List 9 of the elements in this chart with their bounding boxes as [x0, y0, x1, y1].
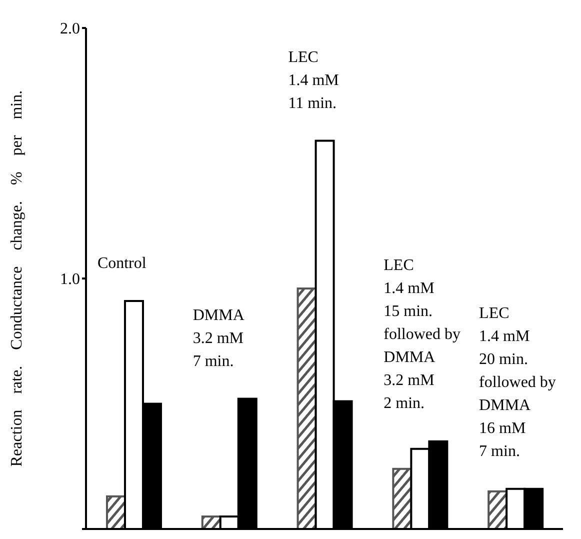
- x-tick-label: LEC 1.4 mM 15 min. followed by DMMA 3.2 mM 2 min.: [384, 256, 461, 414]
- bar: [296, 288, 317, 529]
- y-axis-title: Reaction rate. Conductance change. % per min.: [8, 90, 26, 467]
- x-tick-label: LEC 1.4 mM 20 min. followed by DMMA 16 mM 7 min.: [479, 304, 556, 462]
- y-tick-label: 2.0: [60, 20, 80, 38]
- x-tick-label: Control: [97, 254, 146, 274]
- x-tick-label: LEC 1.4 mM 11 min.: [288, 48, 339, 114]
- x-tick-label: DMMA 3.2 mM 7 min.: [192, 306, 244, 372]
- y-tick-label: 1.0: [60, 271, 80, 288]
